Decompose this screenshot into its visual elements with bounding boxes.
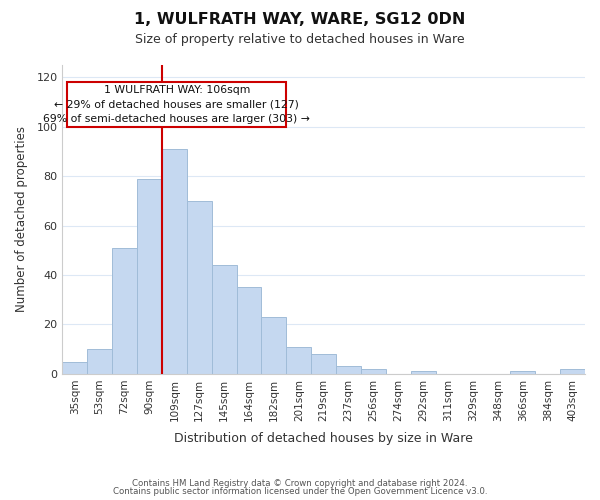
Text: 1 WULFRATH WAY: 106sqm
← 29% of detached houses are smaller (127)
69% of semi-de: 1 WULFRATH WAY: 106sqm ← 29% of detached… [43, 84, 310, 124]
Text: Contains HM Land Registry data © Crown copyright and database right 2024.: Contains HM Land Registry data © Crown c… [132, 478, 468, 488]
Text: 1, WULFRATH WAY, WARE, SG12 0DN: 1, WULFRATH WAY, WARE, SG12 0DN [134, 12, 466, 28]
Bar [286, 346, 311, 374]
Bar [361, 369, 386, 374]
Bar [411, 372, 436, 374]
Bar [560, 369, 585, 374]
Bar [336, 366, 361, 374]
Text: Contains public sector information licensed under the Open Government Licence v3: Contains public sector information licen… [113, 487, 487, 496]
Bar [236, 288, 262, 374]
Bar [212, 265, 236, 374]
Bar [187, 201, 212, 374]
X-axis label: Distribution of detached houses by size in Ware: Distribution of detached houses by size … [174, 432, 473, 445]
Text: Size of property relative to detached houses in Ware: Size of property relative to detached ho… [135, 32, 465, 46]
Bar [112, 248, 137, 374]
Bar [311, 354, 336, 374]
Bar [511, 372, 535, 374]
Bar [262, 317, 286, 374]
Y-axis label: Number of detached properties: Number of detached properties [15, 126, 28, 312]
Bar [62, 362, 87, 374]
Bar [162, 149, 187, 374]
Bar [137, 178, 162, 374]
Bar [87, 349, 112, 374]
